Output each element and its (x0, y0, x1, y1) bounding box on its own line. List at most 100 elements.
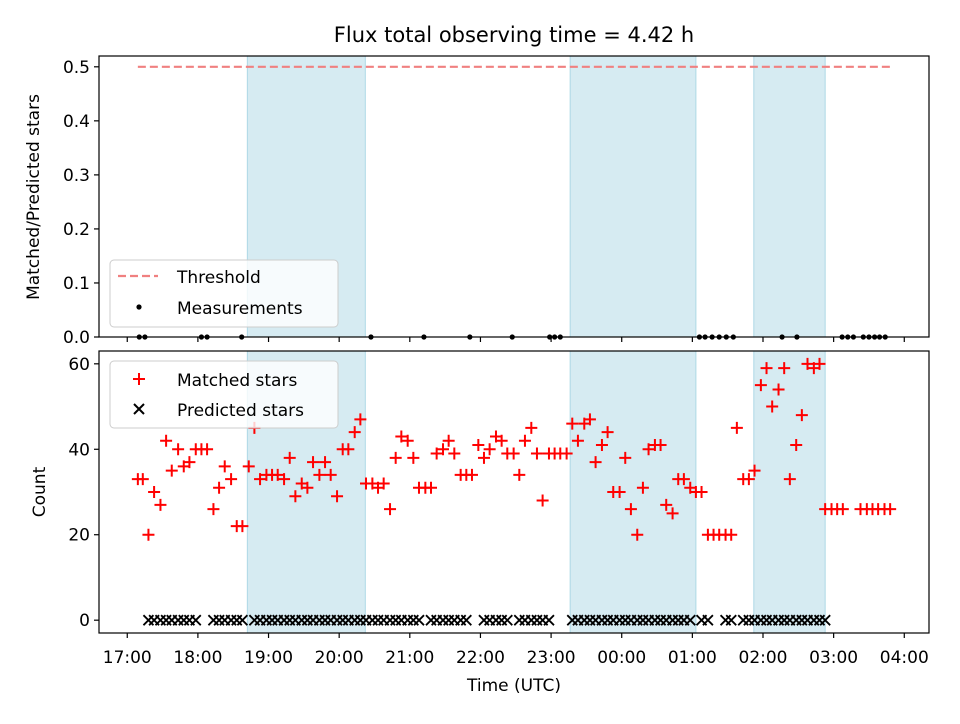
predicted-point (702, 614, 714, 626)
top-axes-frame (98, 55, 930, 338)
x-tick-label: 19:00 (244, 648, 293, 668)
top-y-axis-label: Matched/Predicted stars (24, 94, 44, 300)
matched-point (165, 464, 178, 477)
chart-title: Flux total observing time = 4.42 h (334, 23, 694, 47)
x-tick-label: 21:00 (385, 648, 434, 668)
matched-point (654, 439, 667, 451)
matched-point (283, 451, 296, 464)
matched-point (766, 400, 779, 413)
matched-point (566, 417, 579, 430)
bottom-matched-points (131, 357, 897, 541)
predicted-point (460, 614, 472, 626)
x-tick-label: 18:00 (173, 648, 222, 668)
matched-point (836, 503, 849, 516)
matched-point (183, 456, 196, 469)
matched-point (595, 439, 608, 451)
matched-point (760, 362, 773, 375)
predicted-point (543, 614, 555, 626)
matched-point (172, 443, 185, 456)
matched-point (289, 490, 302, 503)
x-tick-label: 01:00 (668, 648, 717, 668)
matched-point (307, 456, 320, 469)
legend-matched-label: Matched stars (177, 371, 297, 391)
matched-point (324, 468, 337, 481)
matched-point (430, 447, 443, 460)
matched-point (437, 443, 450, 456)
matched-point (342, 443, 355, 456)
matched-point (636, 481, 649, 494)
matched-point (560, 447, 573, 460)
bottom-y-axis-label: Count (30, 466, 50, 517)
matched-point (389, 451, 402, 464)
predicted-point (684, 614, 696, 626)
bottom-predicted-points (142, 614, 831, 626)
matched-point (207, 503, 220, 516)
y-tick-label: 40 (68, 440, 90, 460)
matched-point (278, 473, 291, 486)
matched-point (236, 520, 249, 533)
bottom-x-ticks: 17:00 18:00 19:00 20:00 21:00 22:00 23:00 00:00… (103, 633, 929, 668)
matched-point (348, 426, 361, 439)
matched-point (624, 503, 637, 516)
top-legend: Threshold Measurements (109, 259, 339, 328)
x-tick-label: 04:00 (880, 648, 929, 668)
legend-matched-swatch (133, 373, 145, 385)
y-tick-label: 60 (68, 355, 90, 375)
predicted-point (413, 614, 425, 626)
matched-point (571, 434, 584, 447)
shaded-interval (569, 55, 697, 338)
x-tick-label: 00:00 (597, 648, 646, 668)
matched-point (225, 473, 238, 486)
matched-point (301, 481, 314, 494)
matched-point (354, 413, 367, 426)
predicted-point (725, 614, 737, 626)
matched-point (377, 477, 390, 490)
matched-point (725, 528, 738, 541)
matched-point (160, 434, 173, 447)
matched-point (483, 443, 496, 456)
top-shaded-intervals (246, 55, 826, 338)
legend-measurements-swatch (136, 304, 142, 310)
legend-predicted-label: Predicted stars (177, 401, 304, 421)
matched-point (507, 447, 520, 460)
matched-point (213, 481, 226, 494)
matched-point (813, 357, 826, 370)
matched-point (742, 473, 755, 486)
y-tick-label: 0 (79, 611, 90, 631)
matched-point (530, 447, 543, 460)
matched-point (748, 464, 761, 477)
top-x-ticks (126, 337, 905, 342)
matched-point (442, 434, 455, 447)
matched-point (201, 443, 214, 456)
matched-point (448, 447, 461, 460)
matched-point (136, 473, 149, 486)
matched-point (313, 468, 326, 481)
matched-point (619, 451, 632, 464)
bottom-y-ticks: 0 20 40 60 (68, 355, 99, 631)
legend-predicted-swatch (133, 403, 145, 415)
matched-point (384, 503, 397, 516)
matched-point (695, 486, 708, 498)
x-tick-label: 20:00 (315, 648, 364, 668)
matched-point (613, 486, 626, 498)
matched-point (884, 503, 897, 516)
matched-point (601, 426, 614, 439)
shaded-interval (753, 350, 826, 634)
x-tick-label: 23:00 (527, 648, 576, 668)
y-tick-label: 0.3 (63, 166, 90, 186)
matched-point (536, 494, 549, 507)
y-tick-label: 0.2 (63, 220, 90, 240)
matched-point (254, 473, 267, 486)
matched-point (407, 451, 420, 464)
matched-point (778, 362, 791, 375)
matched-point (465, 468, 478, 481)
matched-point (666, 507, 679, 520)
matched-point (518, 434, 531, 447)
predicted-point (190, 614, 202, 626)
matched-point (754, 379, 767, 392)
matched-point (677, 473, 690, 486)
matched-point (331, 490, 344, 503)
y-tick-label: 20 (68, 526, 90, 546)
